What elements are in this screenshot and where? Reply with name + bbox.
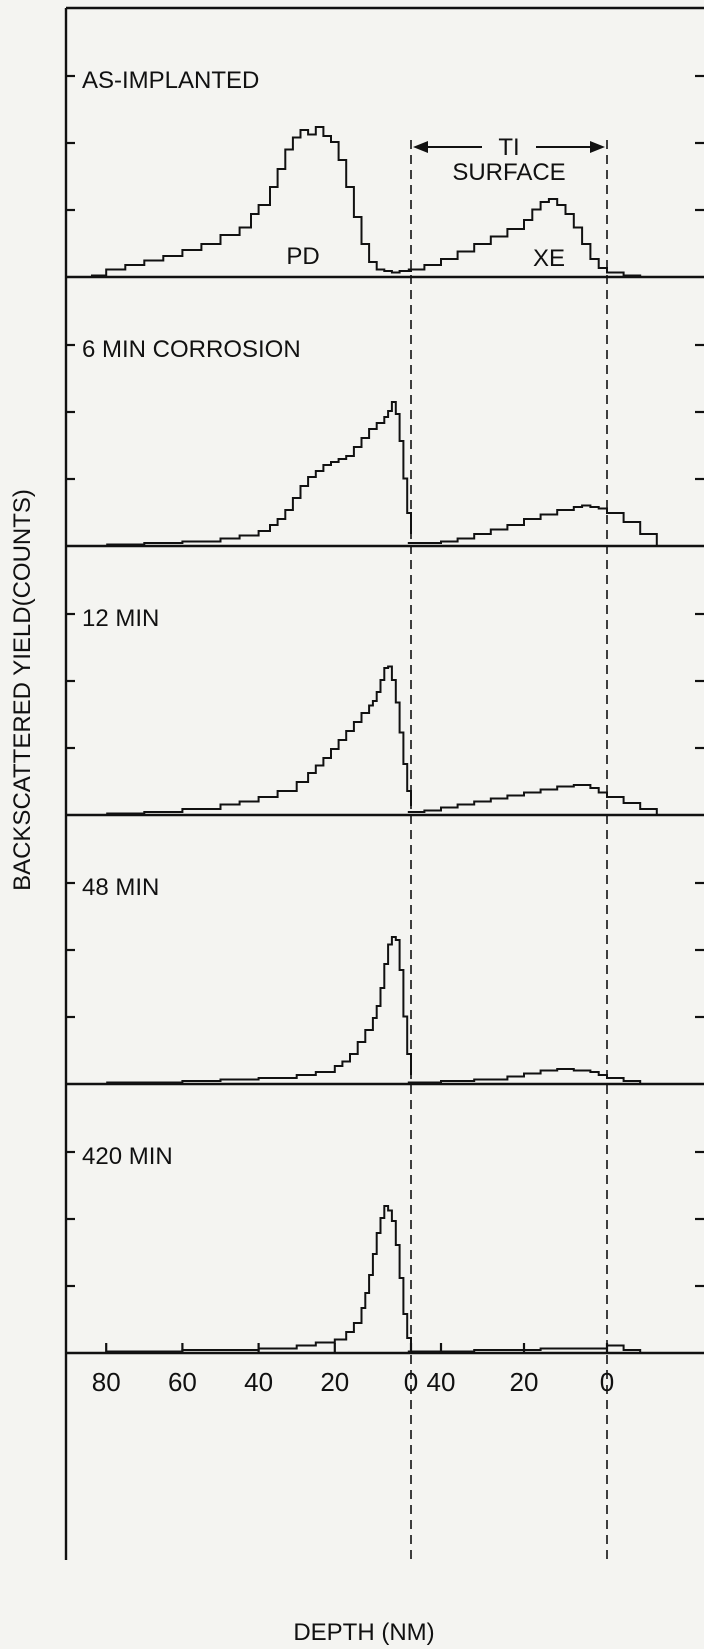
pd-profile-series xyxy=(106,401,412,546)
pd-profile-series xyxy=(106,1205,412,1353)
panel-label: 6 MIN CORROSION xyxy=(82,336,301,363)
surface-label: SURFACE xyxy=(452,159,565,186)
panel-label: 420 MIN xyxy=(82,1143,173,1170)
panel-3: 12 MIN xyxy=(66,605,704,817)
panels: AS-IMPLANTED 6 MIN CORROSION 12 MIN 48 MIN 4… xyxy=(66,67,704,1355)
pd-profile-series xyxy=(106,665,412,815)
y-axis-label: BACKSCATTERED YIELD(COUNTS) xyxy=(9,489,36,891)
ti-label: TI xyxy=(498,134,519,161)
xe-profile-series xyxy=(407,504,658,546)
x-tick-label: 0 xyxy=(600,1367,614,1397)
xe-profile-series xyxy=(407,1068,642,1084)
xe-profile-series xyxy=(407,198,642,277)
pd-profile-series xyxy=(91,126,412,277)
panel-label: 12 MIN xyxy=(82,605,159,632)
x-tick-label: 80 xyxy=(92,1367,121,1397)
xe-profile-series xyxy=(407,784,658,815)
x-tick-label: 0 xyxy=(404,1367,418,1397)
pd-peak-label: PD xyxy=(286,243,319,270)
x-tick-label: 40 xyxy=(244,1367,273,1397)
ti-surface-annotation: TI SURFACE PD XE xyxy=(286,134,605,272)
panel-2: 6 MIN CORROSION xyxy=(66,336,704,548)
x-tick-label: 20 xyxy=(510,1367,539,1397)
panel-label: 48 MIN xyxy=(82,874,159,901)
xe-profile-series xyxy=(407,1344,642,1353)
x-tick-label: 20 xyxy=(320,1367,349,1397)
x-axis-label: DEPTH (NM) xyxy=(293,1619,434,1646)
pd-profile-series xyxy=(106,936,412,1084)
panel-4: 48 MIN xyxy=(66,874,704,1086)
ti-surface-arrowhead-left xyxy=(413,141,428,153)
panel-1: AS-IMPLANTED xyxy=(66,67,704,279)
x-tick-label: 40 xyxy=(427,1367,456,1397)
x-tick-label: 60 xyxy=(168,1367,197,1397)
panel-label: AS-IMPLANTED xyxy=(82,67,259,94)
x-axis-tick-labels: 80 60 40 20 0 40 20 0 xyxy=(92,1343,614,1397)
ti-surface-arrowhead-right xyxy=(590,141,605,153)
panel-5: 420 MIN xyxy=(66,1143,704,1355)
frame xyxy=(64,6,704,1560)
xe-peak-label: XE xyxy=(533,245,565,272)
